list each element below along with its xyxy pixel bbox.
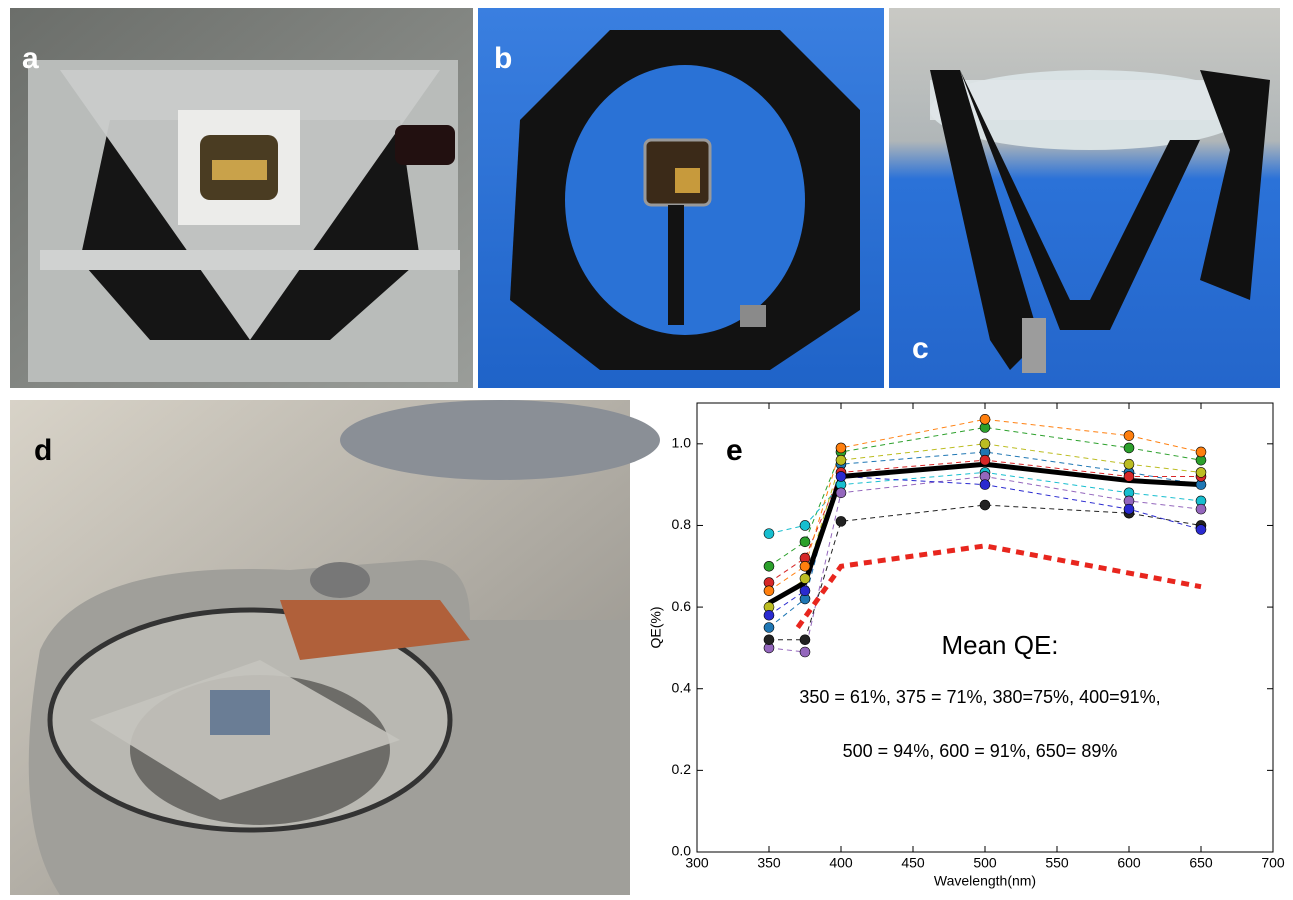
panel-label: c xyxy=(912,332,929,365)
data-point xyxy=(980,439,990,449)
y-tick-label: 1.0 xyxy=(672,435,692,451)
x-tick-label: 550 xyxy=(1045,855,1069,871)
y-tick-label: 0.8 xyxy=(672,516,692,532)
data-point xyxy=(800,561,810,571)
photo-c xyxy=(889,8,1280,388)
data-point xyxy=(800,520,810,530)
data-point xyxy=(980,500,990,510)
x-tick-label: 650 xyxy=(1189,855,1213,871)
series-line xyxy=(798,546,1201,628)
data-point xyxy=(1124,443,1134,453)
x-tick-label: 700 xyxy=(1261,855,1285,871)
x-tick-label: 400 xyxy=(829,855,853,871)
data-point xyxy=(980,480,990,490)
data-point xyxy=(764,610,774,620)
y-tick-label: 0.6 xyxy=(672,598,692,614)
data-point xyxy=(836,455,846,465)
data-point xyxy=(1196,525,1206,535)
data-point xyxy=(800,574,810,584)
data-point xyxy=(800,586,810,596)
annotation: Mean QE: xyxy=(941,630,1058,660)
photo-a xyxy=(10,8,473,388)
data-point xyxy=(836,488,846,498)
data-point xyxy=(980,414,990,424)
data-point xyxy=(800,537,810,547)
y-axis-label: QE(%) xyxy=(648,607,664,649)
figure: a b c d e 3003504004505005506006507000.0… xyxy=(0,0,1293,895)
data-point xyxy=(764,529,774,539)
data-point xyxy=(800,647,810,657)
data-point xyxy=(1124,471,1134,481)
x-tick-label: 350 xyxy=(757,855,781,871)
data-point xyxy=(764,586,774,596)
data-point xyxy=(764,623,774,633)
y-tick-label: 0.0 xyxy=(672,843,692,859)
x-tick-label: 600 xyxy=(1117,855,1141,871)
data-point xyxy=(836,443,846,453)
data-point xyxy=(1124,431,1134,441)
panel-label: a xyxy=(22,42,39,75)
panel-label: e xyxy=(726,434,743,467)
x-axis-label: Wavelength(nm) xyxy=(934,873,1036,889)
data-point xyxy=(836,516,846,526)
x-tick-label: 450 xyxy=(901,855,925,871)
y-tick-label: 0.2 xyxy=(672,761,692,777)
x-tick-label: 500 xyxy=(973,855,997,871)
data-point xyxy=(1196,447,1206,457)
data-point xyxy=(764,561,774,571)
panel-label: b xyxy=(494,42,512,75)
photo-d xyxy=(10,400,660,895)
data-point xyxy=(1196,504,1206,514)
annotation: 350 = 61%, 375 = 71%, 380=75%, 400=91%, xyxy=(799,687,1160,707)
data-point xyxy=(1124,459,1134,469)
photo-b xyxy=(478,8,884,388)
data-point xyxy=(1196,467,1206,477)
panel-label: d xyxy=(34,434,52,467)
data-point xyxy=(764,635,774,645)
y-tick-label: 0.4 xyxy=(672,679,692,695)
data-point xyxy=(800,635,810,645)
data-point xyxy=(836,471,846,481)
data-point xyxy=(980,455,990,465)
annotation: 500 = 94%, 600 = 91%, 650= 89% xyxy=(843,741,1118,761)
data-point xyxy=(1124,504,1134,514)
